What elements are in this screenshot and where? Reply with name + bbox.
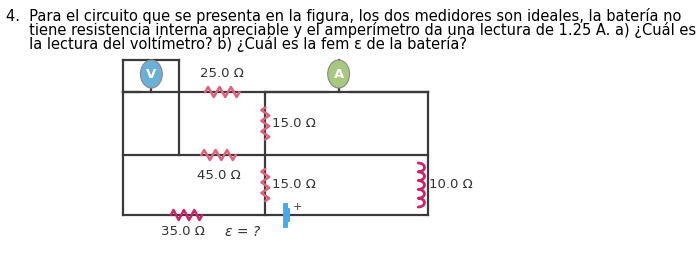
Circle shape (141, 60, 162, 88)
Circle shape (328, 60, 349, 88)
Text: 25.0 Ω: 25.0 Ω (200, 67, 244, 80)
Text: 45.0 Ω: 45.0 Ω (197, 169, 240, 182)
Text: +: + (293, 202, 302, 212)
Text: tiene resistencia interna apreciable y el amperímetro da una lectura de 1.25 A. : tiene resistencia interna apreciable y e… (6, 22, 696, 38)
Text: la lectura del voltímetro? b) ¿Cuál es la fem ε de la batería?: la lectura del voltímetro? b) ¿Cuál es l… (6, 36, 467, 52)
Text: A: A (333, 68, 344, 80)
Text: 35.0 Ω: 35.0 Ω (160, 225, 204, 238)
Text: 15.0 Ω: 15.0 Ω (272, 179, 316, 191)
Text: ε = ?: ε = ? (225, 225, 260, 239)
Text: 4.  Para el circuito que se presenta en la figura, los dos medidores son ideales: 4. Para el circuito que se presenta en l… (6, 8, 682, 24)
Text: 15.0 Ω: 15.0 Ω (272, 117, 316, 130)
Text: V: V (146, 68, 157, 80)
Text: 10.0 Ω: 10.0 Ω (429, 179, 473, 191)
